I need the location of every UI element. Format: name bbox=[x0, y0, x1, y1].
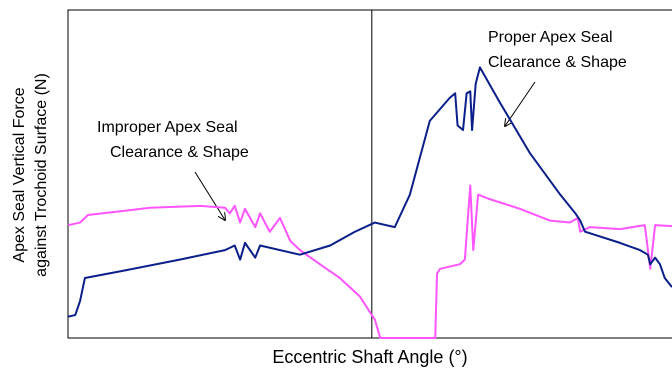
annotation-arrow bbox=[194, 171, 225, 220]
annotation-line: Proper Apex Seal bbox=[488, 29, 613, 46]
series-line bbox=[67, 66, 672, 318]
x-axis-label: Eccentric Shaft Angle (°) bbox=[272, 347, 467, 367]
y-label-line: against Trochoid Surface (N) bbox=[33, 73, 50, 277]
annotation-line: Improper Apex Seal bbox=[97, 119, 238, 136]
plot-frame bbox=[67, 9, 672, 339]
annotation-line: Clearance & Shape bbox=[488, 54, 627, 71]
annotation-line: Clearance & Shape bbox=[110, 144, 249, 161]
series-line bbox=[67, 184, 672, 339]
y-axis-label: Apex Seal Vertical Force against Trochoi… bbox=[11, 73, 50, 277]
y-label-line: Apex Seal Vertical Force bbox=[11, 87, 28, 262]
